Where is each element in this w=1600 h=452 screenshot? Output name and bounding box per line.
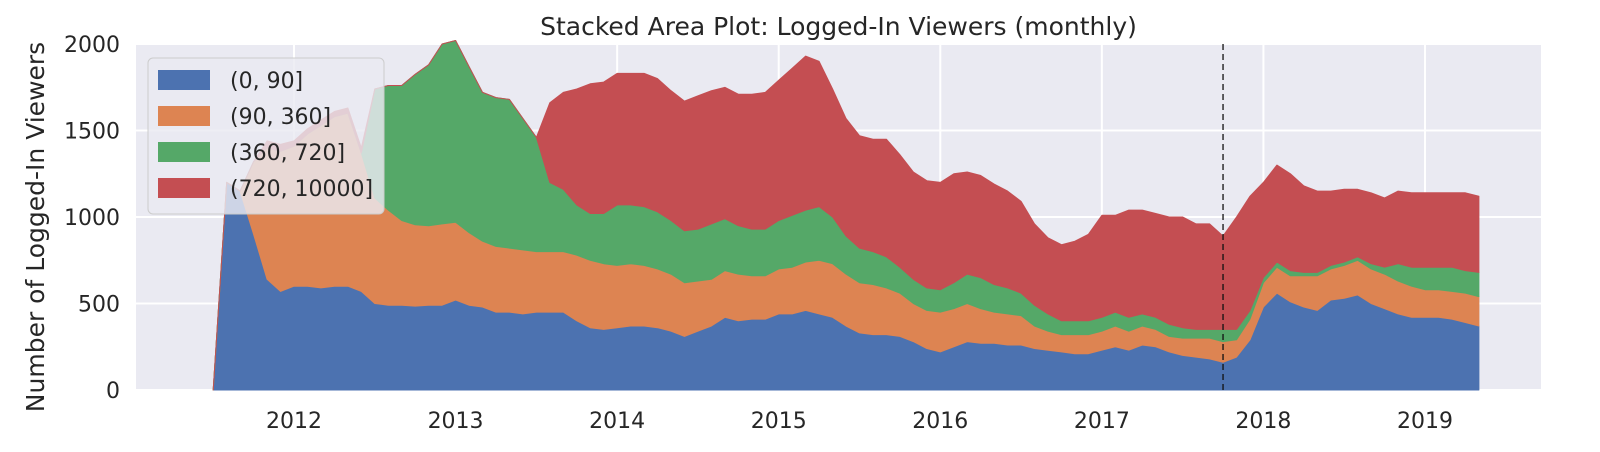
y-tick-label: 1000: [64, 206, 120, 231]
legend-frame: [147, 57, 385, 215]
y-tick-label: 0: [106, 379, 120, 404]
x-tick-label: 2015: [751, 409, 807, 434]
x-tick-label: 2017: [1074, 409, 1130, 434]
legend-swatch: [158, 70, 210, 90]
x-tick-label: 2016: [912, 409, 968, 434]
legend: (0, 90] (90, 360] (360, 720] (720, 10000]: [147, 57, 385, 215]
y-tick-label: 2000: [64, 33, 120, 58]
legend-swatch: [158, 178, 210, 198]
legend-label: (90, 360]: [230, 105, 331, 130]
x-tick-label: 2018: [1235, 409, 1291, 434]
legend-swatch: [158, 106, 210, 126]
x-tick-label: 2012: [266, 409, 322, 434]
chart-title: Stacked Area Plot: Logged-In Viewers (mo…: [540, 12, 1137, 41]
legend-label: (360, 720]: [230, 141, 345, 166]
x-tick-label: 2013: [428, 409, 484, 434]
x-tick-labels: 2012 2013 2014 2015 2016 2017 2018 2019: [266, 409, 1453, 434]
y-tick-label: 1500: [64, 120, 120, 145]
legend-label: (720, 10000]: [230, 177, 373, 202]
y-tick-labels: 0 500 1000 1500 2000: [64, 33, 120, 404]
y-tick-label: 500: [78, 293, 120, 318]
y-axis-label: Number of Logged-In Viewers: [21, 42, 50, 412]
x-tick-label: 2014: [589, 409, 645, 434]
x-tick-label: 2019: [1397, 409, 1453, 434]
legend-label: (0, 90]: [230, 69, 303, 94]
legend-swatch: [158, 142, 210, 162]
area-720-10000: [212, 40, 1480, 391]
